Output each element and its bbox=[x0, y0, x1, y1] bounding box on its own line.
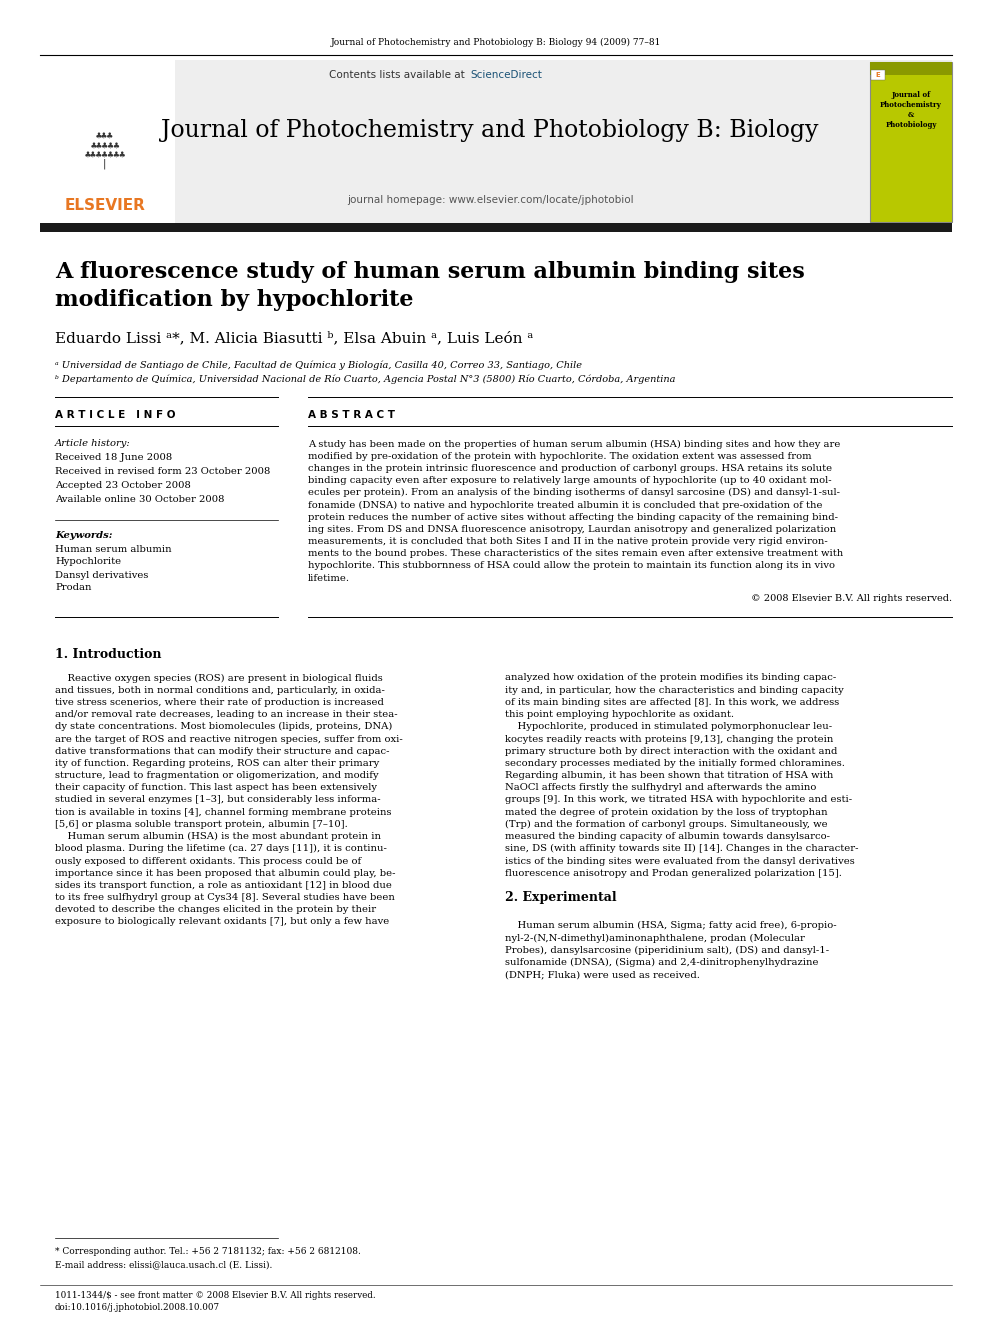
Text: measurements, it is concluded that both Sites I and II in the native protein pro: measurements, it is concluded that both … bbox=[308, 537, 827, 546]
Text: primary structure both by direct interaction with the oxidant and: primary structure both by direct interac… bbox=[505, 746, 837, 755]
Text: ELSEVIER: ELSEVIER bbox=[64, 197, 146, 213]
Text: hypochlorite. This stubbornness of HSA could allow the protein to maintain its f: hypochlorite. This stubbornness of HSA c… bbox=[308, 561, 835, 570]
Text: Human serum albumin (HSA) is the most abundant protein in: Human serum albumin (HSA) is the most ab… bbox=[55, 832, 381, 841]
Text: are the target of ROS and reactive nitrogen species, suffer from oxi-: are the target of ROS and reactive nitro… bbox=[55, 734, 403, 744]
Text: structure, lead to fragmentation or oligomerization, and modify: structure, lead to fragmentation or olig… bbox=[55, 771, 379, 781]
Text: binding capacity even after exposure to relatively large amounts of hypochlorite: binding capacity even after exposure to … bbox=[308, 476, 831, 486]
Text: protein reduces the number of active sites without affecting the binding capacit: protein reduces the number of active sit… bbox=[308, 513, 838, 521]
Text: E: E bbox=[876, 71, 880, 78]
Text: dative transformations that can modify their structure and capac-: dative transformations that can modify t… bbox=[55, 746, 390, 755]
Text: Available online 30 October 2008: Available online 30 October 2008 bbox=[55, 496, 224, 504]
FancyBboxPatch shape bbox=[871, 70, 885, 79]
Text: devoted to describe the changes elicited in the protein by their: devoted to describe the changes elicited… bbox=[55, 905, 376, 914]
Text: ity and, in particular, how the characteristics and binding capacity: ity and, in particular, how the characte… bbox=[505, 685, 844, 695]
Text: ity of function. Regarding proteins, ROS can alter their primary: ity of function. Regarding proteins, ROS… bbox=[55, 759, 379, 767]
Text: tive stress scenerios, where their rate of production is increased: tive stress scenerios, where their rate … bbox=[55, 699, 384, 706]
FancyBboxPatch shape bbox=[870, 62, 952, 75]
Text: Accepted 23 October 2008: Accepted 23 October 2008 bbox=[55, 482, 190, 491]
Text: sulfonamide (DNSA), (Sigma) and 2,4-dinitrophenylhydrazine: sulfonamide (DNSA), (Sigma) and 2,4-dini… bbox=[505, 958, 818, 967]
Text: importance since it has been proposed that albumin could play, be-: importance since it has been proposed th… bbox=[55, 869, 396, 877]
Text: Journal of Photochemistry and Photobiology B: Biology: Journal of Photochemistry and Photobiolo… bbox=[162, 119, 818, 142]
Text: analyzed how oxidation of the protein modifies its binding capac-: analyzed how oxidation of the protein mo… bbox=[505, 673, 836, 683]
Text: E-mail address: elissi@lauca.usach.cl (E. Lissi).: E-mail address: elissi@lauca.usach.cl (E… bbox=[55, 1261, 273, 1270]
Text: exposure to biologically relevant oxidants [7], but only a few have: exposure to biologically relevant oxidan… bbox=[55, 917, 389, 926]
Text: ments to the bound probes. These characteristics of the sites remain even after : ments to the bound probes. These charact… bbox=[308, 549, 843, 558]
Text: Journal of
Photochemistry
&
Photobiology: Journal of Photochemistry & Photobiology bbox=[880, 91, 942, 128]
Text: A R T I C L E   I N F O: A R T I C L E I N F O bbox=[55, 410, 176, 419]
Text: Human serum albumin (HSA, Sigma; fatty acid free), 6-propio-: Human serum albumin (HSA, Sigma; fatty a… bbox=[505, 921, 836, 930]
Text: NaOCl affects firstly the sulfhydryl and afterwards the amino: NaOCl affects firstly the sulfhydryl and… bbox=[505, 783, 816, 792]
Text: blood plasma. During the lifetime (ca. 27 days [11]), it is continu-: blood plasma. During the lifetime (ca. 2… bbox=[55, 844, 387, 853]
Text: groups [9]. In this work, we titrated HSA with hypochlorite and esti-: groups [9]. In this work, we titrated HS… bbox=[505, 795, 852, 804]
FancyBboxPatch shape bbox=[40, 224, 952, 232]
Text: Hypochlorite, produced in stimulated polymorphonuclear leu-: Hypochlorite, produced in stimulated pol… bbox=[505, 722, 832, 732]
Text: studied in several enzymes [1–3], but considerably less informa-: studied in several enzymes [1–3], but co… bbox=[55, 795, 381, 804]
Text: Prodan: Prodan bbox=[55, 583, 91, 593]
Text: and tissues, both in normal conditions and, particularly, in oxida-: and tissues, both in normal conditions a… bbox=[55, 685, 385, 695]
Text: sine, DS (with affinity towards site II) [14]. Changes in the character-: sine, DS (with affinity towards site II)… bbox=[505, 844, 858, 853]
Text: modification by hypochlorite: modification by hypochlorite bbox=[55, 288, 414, 311]
Text: Journal of Photochemistry and Photobiology B: Biology 94 (2009) 77–81: Journal of Photochemistry and Photobiolo… bbox=[330, 37, 662, 46]
Text: (Trp) and the formation of carbonyl groups. Simultaneously, we: (Trp) and the formation of carbonyl grou… bbox=[505, 820, 827, 830]
Text: ♣♣♣
♣♣♣♣♣
♣♣♣♣♣♣♣
  |: ♣♣♣ ♣♣♣♣♣ ♣♣♣♣♣♣♣ | bbox=[84, 131, 126, 169]
Text: Regarding albumin, it has been shown that titration of HSA with: Regarding albumin, it has been shown tha… bbox=[505, 771, 833, 781]
Text: 1. Introduction: 1. Introduction bbox=[55, 648, 162, 662]
Text: fluorescence anisotropy and Prodan generalized polarization [15].: fluorescence anisotropy and Prodan gener… bbox=[505, 869, 842, 877]
Text: Keywords:: Keywords: bbox=[55, 531, 112, 540]
FancyBboxPatch shape bbox=[40, 60, 175, 225]
Text: Received in revised form 23 October 2008: Received in revised form 23 October 2008 bbox=[55, 467, 271, 476]
Text: ing sites. From DS and DNSA fluorescence anisotropy, Laurdan anisotropy and gene: ing sites. From DS and DNSA fluorescence… bbox=[308, 525, 836, 534]
Text: secondary processes mediated by the initially formed chloramines.: secondary processes mediated by the init… bbox=[505, 759, 845, 767]
Text: istics of the binding sites were evaluated from the dansyl derivatives: istics of the binding sites were evaluat… bbox=[505, 856, 855, 865]
Text: modified by pre-oxidation of the protein with hypochlorite. The oxidation extent: modified by pre-oxidation of the protein… bbox=[308, 451, 811, 460]
Text: lifetime.: lifetime. bbox=[308, 574, 350, 582]
Text: ᵃ Universidad de Santiago de Chile, Facultad de Química y Biología, Casilla 40, : ᵃ Universidad de Santiago de Chile, Facu… bbox=[55, 360, 582, 369]
Text: 1011-1344/$ - see front matter © 2008 Elsevier B.V. All rights reserved.: 1011-1344/$ - see front matter © 2008 El… bbox=[55, 1291, 376, 1301]
Text: (DNPH; Fluka) were used as received.: (DNPH; Fluka) were used as received. bbox=[505, 970, 700, 979]
Text: Article history:: Article history: bbox=[55, 439, 131, 448]
Text: ously exposed to different oxidants. This process could be of: ously exposed to different oxidants. Thi… bbox=[55, 856, 361, 865]
Text: of its main binding sites are affected [8]. In this work, we address: of its main binding sites are affected [… bbox=[505, 699, 839, 706]
Text: mated the degree of protein oxidation by the loss of tryptophan: mated the degree of protein oxidation by… bbox=[505, 808, 827, 816]
Text: their capacity of function. This last aspect has been extensively: their capacity of function. This last as… bbox=[55, 783, 377, 792]
Text: ᵇ Departamento de Química, Universidad Nacional de Río Cuarto, Agencia Postal N°: ᵇ Departamento de Química, Universidad N… bbox=[55, 374, 676, 384]
Text: measured the binding capacity of albumin towards dansylsarco-: measured the binding capacity of albumin… bbox=[505, 832, 830, 841]
Text: Human serum albumin: Human serum albumin bbox=[55, 545, 172, 553]
Text: A B S T R A C T: A B S T R A C T bbox=[308, 410, 395, 419]
Text: fonamide (DNSA) to native and hypochlorite treated albumin it is concluded that : fonamide (DNSA) to native and hypochlori… bbox=[308, 500, 822, 509]
Text: Contents lists available at: Contents lists available at bbox=[329, 70, 468, 79]
Text: * Corresponding author. Tel.: +56 2 7181132; fax: +56 2 6812108.: * Corresponding author. Tel.: +56 2 7181… bbox=[55, 1248, 361, 1257]
Text: sides its transport function, a role as antioxidant [12] in blood due: sides its transport function, a role as … bbox=[55, 881, 392, 890]
Text: kocytes readily reacts with proteins [9,13], changing the protein: kocytes readily reacts with proteins [9,… bbox=[505, 734, 833, 744]
Text: ScienceDirect: ScienceDirect bbox=[470, 70, 542, 79]
Text: 2. Experimental: 2. Experimental bbox=[505, 892, 617, 904]
Text: Hypochlorite: Hypochlorite bbox=[55, 557, 121, 566]
Text: dy state concentrations. Most biomolecules (lipids, proteins, DNA): dy state concentrations. Most biomolecul… bbox=[55, 722, 393, 732]
Text: Probes), dansylsarcosine (piperidinium salt), (DS) and dansyl-1-: Probes), dansylsarcosine (piperidinium s… bbox=[505, 946, 829, 955]
Text: A fluorescence study of human serum albumin binding sites: A fluorescence study of human serum albu… bbox=[55, 261, 805, 283]
Text: [5,6] or plasma soluble transport protein, albumin [7–10].: [5,6] or plasma soluble transport protei… bbox=[55, 820, 348, 830]
Text: this point employing hypochlorite as oxidant.: this point employing hypochlorite as oxi… bbox=[505, 710, 734, 720]
Text: Dansyl derivatives: Dansyl derivatives bbox=[55, 570, 149, 579]
Text: Received 18 June 2008: Received 18 June 2008 bbox=[55, 454, 173, 463]
Text: journal homepage: www.elsevier.com/locate/jphotobiol: journal homepage: www.elsevier.com/locat… bbox=[346, 194, 633, 205]
Text: changes in the protein intrinsic fluorescence and production of carbonyl groups.: changes in the protein intrinsic fluores… bbox=[308, 464, 832, 472]
FancyBboxPatch shape bbox=[40, 60, 952, 225]
Text: Eduardo Lissi ᵃ*, M. Alicia Biasutti ᵇ, Elsa Abuin ᵃ, Luis León ᵃ: Eduardo Lissi ᵃ*, M. Alicia Biasutti ᵇ, … bbox=[55, 331, 534, 345]
Text: Reactive oxygen species (ROS) are present in biological fluids: Reactive oxygen species (ROS) are presen… bbox=[55, 673, 383, 683]
Text: tion is available in toxins [4], channel forming membrane proteins: tion is available in toxins [4], channel… bbox=[55, 808, 392, 816]
Text: A study has been made on the properties of human serum albumin (HSA) binding sit: A study has been made on the properties … bbox=[308, 439, 840, 448]
FancyBboxPatch shape bbox=[870, 62, 952, 222]
Text: doi:10.1016/j.jphotobiol.2008.10.007: doi:10.1016/j.jphotobiol.2008.10.007 bbox=[55, 1303, 220, 1312]
Text: nyl-2-(N,N-dimethyl)aminonaphthalene, prodan (Molecular: nyl-2-(N,N-dimethyl)aminonaphthalene, pr… bbox=[505, 934, 805, 942]
Text: to its free sulfhydryl group at Cys34 [8]. Several studies have been: to its free sulfhydryl group at Cys34 [8… bbox=[55, 893, 395, 902]
Text: and/or removal rate decreases, leading to an increase in their stea-: and/or removal rate decreases, leading t… bbox=[55, 710, 398, 720]
Text: ecules per protein). From an analysis of the binding isotherms of dansyl sarcosi: ecules per protein). From an analysis of… bbox=[308, 488, 840, 497]
Text: © 2008 Elsevier B.V. All rights reserved.: © 2008 Elsevier B.V. All rights reserved… bbox=[751, 594, 952, 603]
